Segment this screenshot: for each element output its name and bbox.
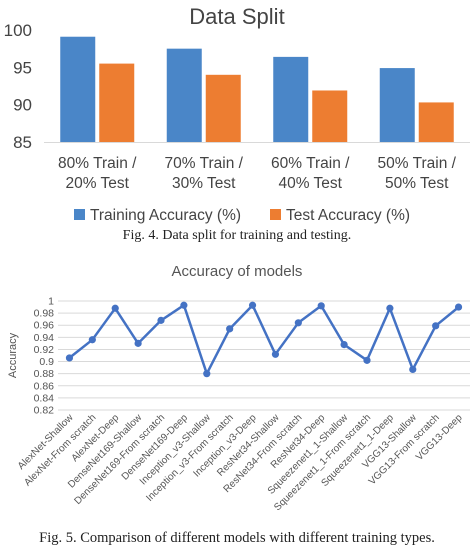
legend-swatch-test bbox=[270, 209, 281, 220]
data-point bbox=[157, 316, 165, 324]
y-tick-label: 0.86 bbox=[34, 380, 55, 392]
data-point bbox=[248, 301, 257, 309]
data-point bbox=[111, 304, 119, 312]
data-point bbox=[88, 336, 96, 344]
y-tick-label: 0.84 bbox=[34, 392, 55, 404]
figure-5-caption: Fig. 5. Comparison of different models w… bbox=[39, 530, 435, 546]
data-point bbox=[294, 319, 302, 327]
bar-training bbox=[166, 48, 202, 142]
y-tick-label: 100 bbox=[4, 21, 32, 40]
data-point bbox=[226, 325, 234, 333]
data-point bbox=[409, 365, 417, 374]
figure-4-caption: Fig. 4. Data split for training and test… bbox=[122, 228, 352, 243]
bar-training bbox=[273, 56, 309, 142]
legend-swatch-training bbox=[74, 209, 85, 220]
y-tick-label: 85 bbox=[13, 133, 32, 152]
bar-test bbox=[99, 63, 135, 142]
y-tick-label: 0.92 bbox=[34, 344, 55, 356]
data-point bbox=[363, 356, 371, 364]
data-point bbox=[386, 304, 394, 312]
legend-label-training: Training Accuracy (%) bbox=[90, 207, 241, 224]
data-point bbox=[317, 302, 325, 310]
y-tick-label: 0.88 bbox=[34, 368, 55, 380]
data-point bbox=[340, 341, 348, 349]
chart-title: Data Split bbox=[189, 4, 284, 29]
bar-test bbox=[205, 74, 241, 142]
bar-training bbox=[60, 36, 96, 142]
data-point bbox=[271, 350, 280, 358]
x-tick-label: 50% Train /50% Test bbox=[378, 155, 457, 192]
data-point bbox=[454, 303, 463, 311]
y-tick-label: 0.98 bbox=[34, 308, 55, 320]
y-tick-label: 0.94 bbox=[34, 332, 55, 344]
data-point bbox=[65, 354, 74, 362]
bar-test bbox=[418, 102, 454, 142]
legend-label-test: Test Accuracy (%) bbox=[286, 207, 410, 224]
data-point bbox=[180, 301, 188, 309]
accuracy-of-models-chart: Accuracy of models0.820.840.860.880.90.9… bbox=[7, 263, 470, 513]
chart-title: Accuracy of models bbox=[172, 263, 303, 280]
series-line bbox=[68, 303, 460, 375]
x-tick-label: 80% Train /20% Test bbox=[58, 155, 137, 192]
data-point bbox=[134, 339, 142, 347]
y-tick-label: 0.82 bbox=[34, 405, 55, 417]
data-split-chart: Data Split 85 90 95 100 80% Train /20% Test 70… bbox=[4, 4, 470, 224]
y-axis-label: Accuracy bbox=[7, 332, 19, 378]
bar-test bbox=[312, 90, 348, 142]
bar-training bbox=[379, 68, 415, 142]
data-point bbox=[203, 370, 211, 378]
y-tick-label: 0.9 bbox=[39, 356, 54, 368]
x-tick-label: 60% Train /40% Test bbox=[271, 155, 350, 192]
y-tick-label: 90 bbox=[13, 96, 32, 115]
x-tick-label: 70% Train /30% Test bbox=[165, 155, 244, 192]
y-tick-label: 0.96 bbox=[34, 320, 55, 332]
y-tick-label: 95 bbox=[13, 58, 32, 77]
data-point bbox=[432, 322, 440, 330]
y-tick-label: 1 bbox=[48, 296, 54, 308]
